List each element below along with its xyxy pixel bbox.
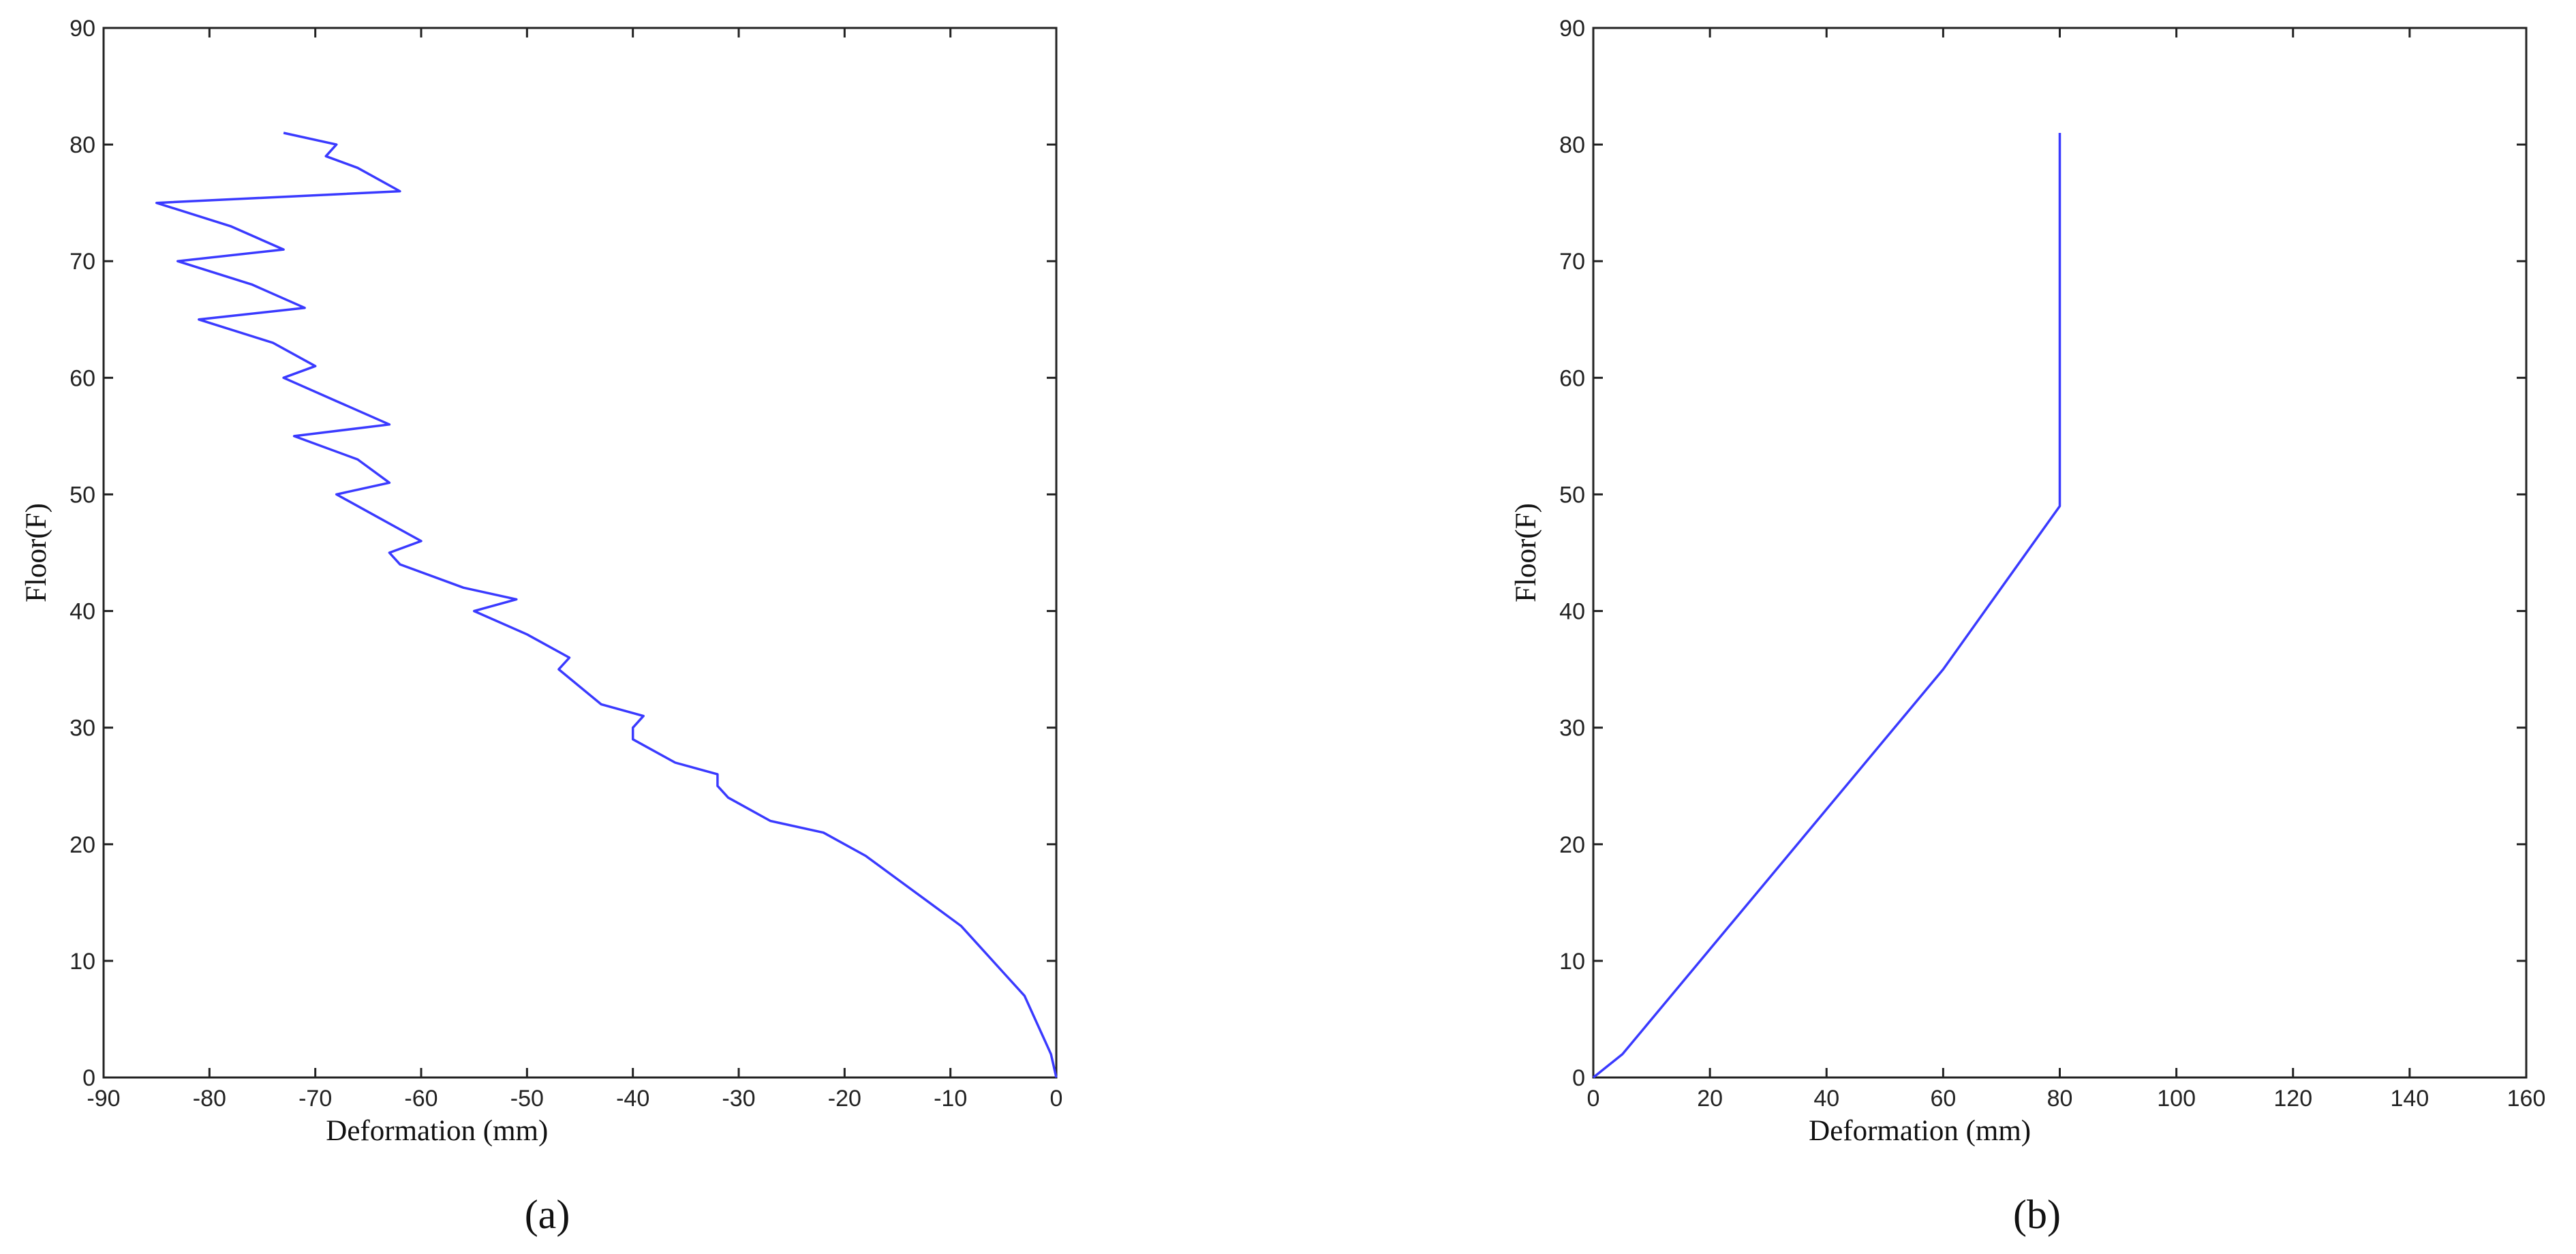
y-tick-label: 70 [1559, 249, 1585, 275]
y-tick-label: 70 [70, 249, 95, 275]
x-tick-label: 0 [1050, 1086, 1063, 1112]
y-tick-label: 40 [1559, 599, 1585, 625]
y-tick-label: 10 [70, 949, 95, 975]
x-tick-label: -40 [616, 1086, 649, 1112]
panel-label: (b) [2013, 1192, 2061, 1237]
x-tick-label: -10 [934, 1086, 967, 1112]
y-tick-label: 90 [70, 16, 95, 42]
y-tick-label: 20 [70, 832, 95, 858]
x-tick-label: 120 [2273, 1086, 2312, 1112]
panel-label: (a) [525, 1192, 570, 1237]
y-tick-label: 0 [1572, 1065, 1585, 1091]
data-line [1592, 133, 2061, 1079]
data-line [155, 132, 1058, 1078]
x-tick-label: -30 [722, 1086, 755, 1112]
plot-frame [102, 27, 1058, 1079]
x-axis-label: Deformation (mm) [326, 1115, 548, 1147]
x-axis-label: Deformation (mm) [1809, 1115, 2031, 1147]
x-tick-label: -50 [510, 1086, 544, 1112]
y-axis-label: Floor(F) [1510, 503, 1542, 602]
x-tick-label: 160 [2507, 1086, 2546, 1112]
x-tick-label: 140 [2391, 1086, 2429, 1112]
y-tick-label: 50 [1559, 482, 1585, 508]
x-tick-label: -80 [193, 1086, 226, 1112]
y-tick-label: 80 [1559, 132, 1585, 158]
y-tick-label: 80 [70, 132, 95, 158]
x-tick-label: 100 [2157, 1086, 2196, 1112]
y-tick-label: 60 [1559, 365, 1585, 391]
y-tick-label: 30 [70, 716, 95, 741]
y-tick-label: 20 [1559, 832, 1585, 858]
x-tick-label: 40 [1813, 1086, 1839, 1112]
y-tick-label: 90 [1559, 16, 1585, 42]
x-tick-label: 20 [1697, 1086, 1723, 1112]
y-axis-label: Floor(F) [20, 503, 52, 602]
y-tick-label: 10 [1559, 949, 1585, 975]
y-tick-label: 0 [82, 1065, 95, 1091]
x-tick-label: -70 [298, 1086, 332, 1112]
x-tick-label: 0 [1587, 1086, 1600, 1112]
y-tick-label: 60 [70, 365, 95, 391]
y-tick-label: 30 [1559, 716, 1585, 741]
x-tick-label: 80 [2047, 1086, 2073, 1112]
y-tick-label: 40 [70, 599, 95, 625]
x-tick-label: -20 [828, 1086, 861, 1112]
x-tick-label: 60 [1930, 1086, 1956, 1112]
y-tick-label: 50 [70, 482, 95, 508]
x-tick-label: -90 [87, 1086, 120, 1112]
x-tick-label: -60 [404, 1086, 438, 1112]
